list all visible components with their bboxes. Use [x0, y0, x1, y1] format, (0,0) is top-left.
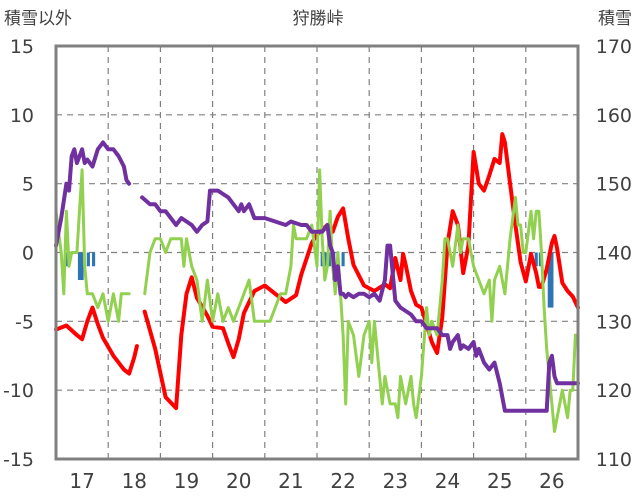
x-tick-label: 23 — [383, 469, 408, 493]
x-tick-label: 21 — [278, 469, 303, 493]
chart-title: 狩勝峠 — [293, 9, 344, 29]
right-tick-label: 160 — [596, 105, 632, 127]
right-tick-label: 120 — [596, 380, 632, 402]
bar — [80, 252, 84, 281]
line-series — [54, 132, 580, 433]
left-tick-label: -15 — [3, 449, 34, 471]
right-tick-label: 170 — [596, 36, 632, 58]
bar — [341, 252, 345, 267]
left-tick-label: -10 — [3, 380, 34, 402]
x-tick-label: 17 — [69, 469, 94, 493]
left-tick-label: 10 — [10, 105, 34, 127]
x-tick-label: 25 — [487, 469, 512, 493]
bar — [547, 252, 551, 308]
bar — [328, 252, 332, 267]
bar — [86, 252, 90, 267]
left-axis-label: 積雪以外 — [4, 9, 72, 29]
left-tick-label: -5 — [15, 311, 34, 333]
left-tick-label: 5 — [22, 174, 34, 196]
x-axis-ticks: 17 18 19 20 21 22 23 24 25 26 — [69, 469, 564, 493]
plot-frame — [54, 44, 580, 461]
x-tick-label: 20 — [226, 469, 251, 493]
x-tick-label: 19 — [174, 469, 199, 493]
x-tick-label: 26 — [539, 469, 564, 493]
series-line — [54, 168, 580, 433]
left-axis-ticks: 15 10 5 0 -5 -10 -15 — [3, 36, 34, 471]
right-tick-label: 130 — [596, 311, 632, 333]
x-tick-label: 22 — [330, 469, 355, 493]
right-axis-label: 積雪 — [598, 9, 632, 29]
right-tick-label: 140 — [596, 243, 632, 265]
left-tick-label: 0 — [22, 243, 34, 265]
left-tick-label: 15 — [10, 36, 34, 58]
x-tick-label: 24 — [435, 469, 460, 493]
series-line — [54, 132, 580, 411]
right-tick-label: 110 — [596, 449, 632, 471]
bar — [77, 252, 82, 281]
right-tick-label: 150 — [596, 174, 632, 196]
bar — [92, 252, 96, 267]
series-line — [54, 140, 580, 413]
right-axis-ticks: 170 160 150 140 130 120 110 — [596, 36, 632, 471]
x-tick-label: 18 — [122, 469, 147, 493]
bar — [550, 252, 554, 308]
bar — [534, 252, 538, 267]
